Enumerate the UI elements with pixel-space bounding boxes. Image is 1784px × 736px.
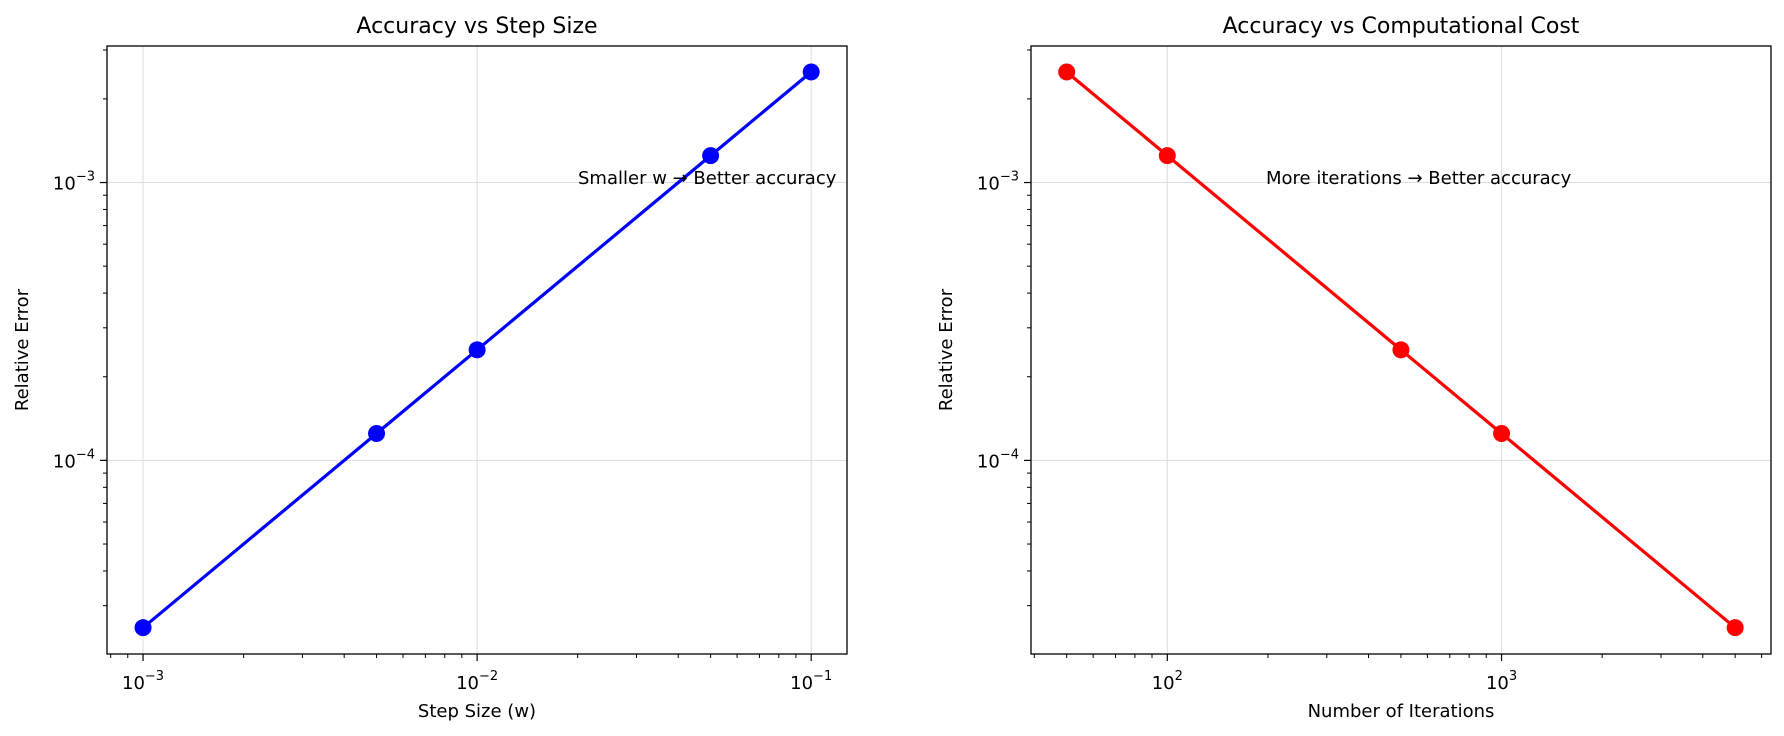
right-minor-ticks [1027,49,1763,658]
left-x-tick-label: 10−3 [122,669,164,694]
right-data-point [1158,147,1176,165]
left-subplot: 10−3 10−2 10−1 10−4 10−3 Accuracy vs Step Si… [12,14,848,722]
left-data-point [702,147,720,165]
right-subplot: 102 103 10−4 10−3 Accuracy vs Computational… [936,14,1772,722]
right-x-tick-label: 103 [1486,669,1517,694]
left-plot-frame [106,45,848,655]
right-series [1058,63,1744,637]
left-y-axis-label: Relative Error [12,288,33,411]
right-data-point [1726,619,1744,637]
right-chart-title: Accuracy vs Computational Cost [1223,14,1580,39]
left-data-point [368,424,386,442]
left-series [134,63,820,637]
right-annotation: More iterations → Better accuracy [1266,168,1572,189]
right-x-axis-label: Number of Iterations [1308,701,1495,722]
left-data-point [134,619,152,637]
left-y-tick-label: 10−4 [53,447,95,472]
left-major-ticks: 10−3 10−2 10−1 10−4 10−3 [53,170,832,694]
left-chart-title: Accuracy vs Step Size [356,14,597,39]
left-x-tick-label: 10−2 [456,669,498,694]
left-x-axis-label: Step Size (w) [418,701,536,722]
right-plot-frame [1030,45,1772,655]
left-data-point [468,341,486,359]
right-data-point [1058,63,1076,81]
left-x-tick-label: 10−1 [790,669,832,694]
left-y-tick-label: 10−3 [53,170,95,195]
right-x-tick-label: 102 [1152,669,1183,694]
left-minor-ticks [103,49,797,658]
left-annotation: Smaller w → Better accuracy [578,168,837,189]
right-data-point [1493,424,1511,442]
right-data-point [1392,341,1410,359]
left-data-point [802,63,820,81]
right-major-ticks: 102 103 10−4 10−3 [977,170,1517,694]
right-y-axis-label: Relative Error [936,288,957,411]
right-y-tick-label: 10−4 [977,447,1019,472]
right-y-tick-label: 10−3 [977,170,1019,195]
